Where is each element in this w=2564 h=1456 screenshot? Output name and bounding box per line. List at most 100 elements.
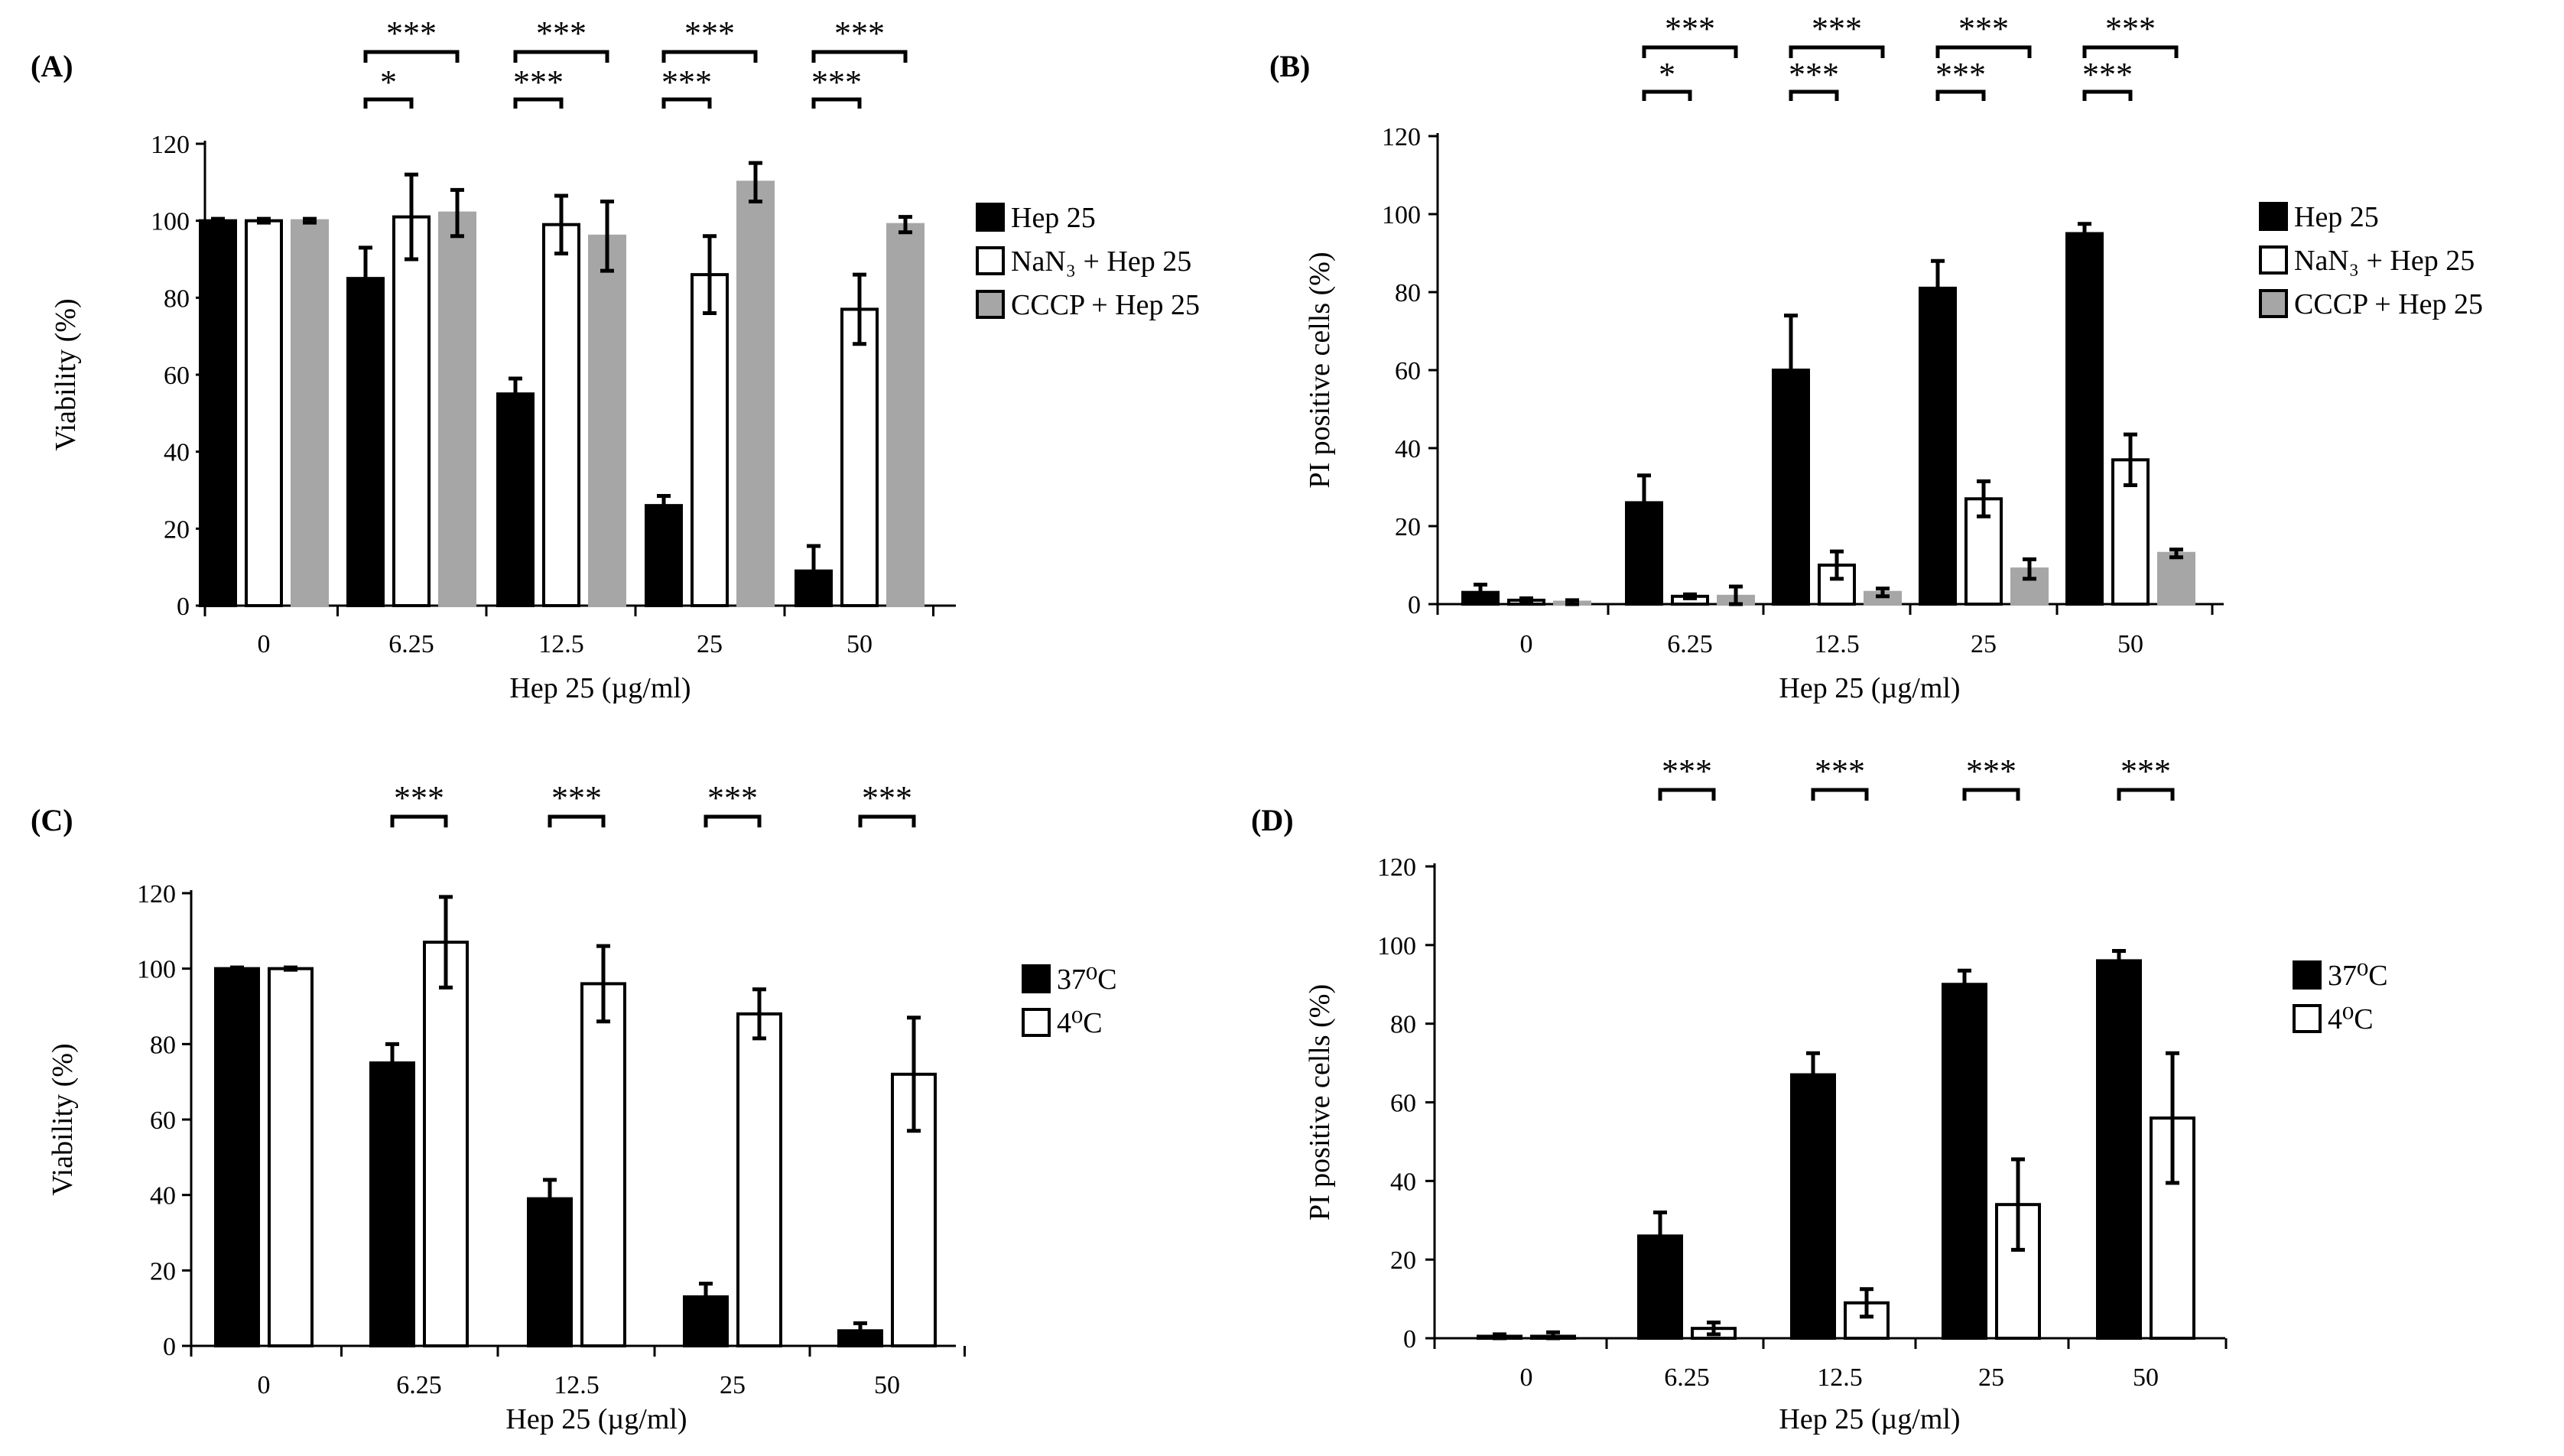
- y-tick-label: 120: [137, 880, 176, 908]
- x-tick-label: 25: [1978, 1363, 2004, 1392]
- y-tick-label: 20: [1390, 1246, 1416, 1275]
- legend-swatch: [2259, 202, 2288, 231]
- x-tick-label: 25: [720, 1371, 746, 1399]
- significance-bracket: [1789, 89, 1839, 101]
- significance-bracket: [2117, 788, 2175, 801]
- bar: [2157, 551, 2195, 606]
- bar: [2065, 232, 2104, 606]
- significance-stars: ***: [1662, 752, 1712, 790]
- bar: [1919, 286, 1957, 606]
- legend-swatch: [1022, 964, 1051, 993]
- chart-panel-c: (C) 0 20 40 60 80 100 120 0 6.25 12.5 25 50 Viability…: [31, 779, 1117, 1435]
- significance-stars: ***: [1966, 752, 2016, 790]
- y-axis-title: Viability (%): [50, 298, 82, 450]
- legend-label: CCCP + Hep 25: [1011, 289, 1200, 321]
- bar: [438, 211, 476, 608]
- legend-label: CCCP + Hep 25: [2294, 288, 2483, 320]
- significance-bracket: [811, 97, 862, 109]
- bar: [392, 215, 431, 607]
- bar: [1995, 1203, 2041, 1341]
- significance-bracket: [2082, 89, 2133, 101]
- panel-label: (B): [1269, 49, 1310, 83]
- significance-bracket: [704, 814, 762, 827]
- significance-stars: ***: [2082, 56, 2133, 93]
- significance-stars: ***: [811, 63, 862, 101]
- significance-bracket: [1935, 45, 2032, 58]
- significance-stars: ***: [1789, 56, 1839, 93]
- y-tick-label: 60: [1395, 357, 1421, 385]
- y-tick-label: 120: [1382, 123, 1421, 151]
- y-tick-label: 40: [150, 1182, 176, 1211]
- x-axis-title: Hep 25 (µg/ml): [505, 1403, 687, 1435]
- y-tick-label: 120: [1377, 853, 1416, 882]
- significance-stars: ***: [513, 63, 564, 101]
- x-tick-label: 50: [847, 630, 873, 658]
- significance-stars: ***: [707, 779, 758, 817]
- chart-panel-d: (D) 0 20 40 60 80 100 120 0 6.25 12.5 25 50 PI positi…: [1251, 752, 2388, 1435]
- y-tick-label: 60: [1390, 1090, 1416, 1118]
- x-tick-label: 25: [1971, 630, 1997, 658]
- y-tick-label: 0: [1408, 591, 1421, 619]
- x-tick-label: 12.5: [538, 630, 584, 658]
- x-tick-label: 0: [1520, 1363, 1533, 1392]
- significance-stars: ***: [684, 15, 735, 52]
- y-tick-label: 120: [151, 131, 190, 159]
- legend-label: 4⁰C: [2328, 1003, 2374, 1035]
- legend-label: NaN₃ + Hep 25: [2294, 245, 2475, 277]
- bar: [691, 273, 729, 607]
- significance-stars: ***: [862, 779, 912, 817]
- bar: [1790, 1073, 1836, 1340]
- y-tick-label: 20: [150, 1257, 176, 1285]
- y-tick-label: 100: [1377, 932, 1416, 960]
- x-tick-label: 50: [2117, 630, 2143, 658]
- significance-stars: ***: [1815, 752, 1865, 790]
- legend-swatch: [976, 203, 1005, 232]
- significance-bracket: [1642, 89, 1692, 101]
- x-tick-label: 6.25: [1664, 1363, 1710, 1392]
- bar: [736, 1012, 782, 1348]
- significance-bracket: [1811, 788, 1869, 801]
- significance-stars: ***: [551, 779, 602, 817]
- bar: [268, 967, 314, 1347]
- significance-bracket: [1962, 788, 2020, 801]
- significance-bracket: [858, 814, 916, 827]
- significance-stars: ***: [386, 15, 437, 52]
- y-axis-title: PI positive cells (%): [1304, 252, 1336, 488]
- significance-stars: ***: [1665, 10, 1715, 47]
- y-tick-label: 60: [150, 1107, 176, 1135]
- bar: [346, 277, 385, 607]
- legend-swatch: [976, 290, 1005, 319]
- significance-bracket: [1642, 45, 1738, 58]
- chart-panel-a: (A) 0 20 40 60 80 100 120 0 6.25 12.5 25 50 Viability…: [31, 15, 1200, 704]
- x-tick-label: 6.25: [1667, 630, 1713, 658]
- y-tick-label: 0: [177, 593, 190, 621]
- y-tick-label: 20: [1395, 513, 1421, 541]
- x-tick-label: 0: [258, 1371, 271, 1399]
- bar: [199, 219, 237, 607]
- significance-bracket: [363, 97, 414, 109]
- y-tick-label: 80: [1390, 1011, 1416, 1039]
- significance-stars: *: [1659, 56, 1675, 93]
- legend-label: NaN₃ + Hep 25: [1011, 245, 1191, 278]
- y-tick-label: 40: [1390, 1168, 1416, 1196]
- y-tick-label: 80: [1395, 279, 1421, 307]
- significance-bracket: [548, 814, 606, 827]
- bar: [291, 219, 329, 607]
- x-axis-title: Hep 25 (µg/ml): [509, 672, 691, 704]
- significance-bracket: [1789, 45, 1885, 58]
- x-tick-label: 50: [874, 1371, 900, 1399]
- legend-swatch: [2259, 245, 2288, 275]
- significance-stars: ***: [1958, 10, 2009, 47]
- significance-bracket: [661, 50, 758, 63]
- significance-stars: ***: [2105, 10, 2156, 47]
- x-tick-label: 12.5: [1814, 630, 1860, 658]
- bar: [369, 1061, 415, 1347]
- x-axis-title: Hep 25 (µg/ml): [1779, 672, 1960, 704]
- x-axis-title: Hep 25 (µg/ml): [1779, 1403, 1960, 1435]
- y-axis-title: PI positive cells (%): [1304, 984, 1336, 1220]
- significance-bracket: [1658, 788, 1716, 801]
- significance-bracket: [390, 814, 448, 827]
- legend-label: Hep 25: [1011, 202, 1096, 234]
- bar: [527, 1197, 573, 1347]
